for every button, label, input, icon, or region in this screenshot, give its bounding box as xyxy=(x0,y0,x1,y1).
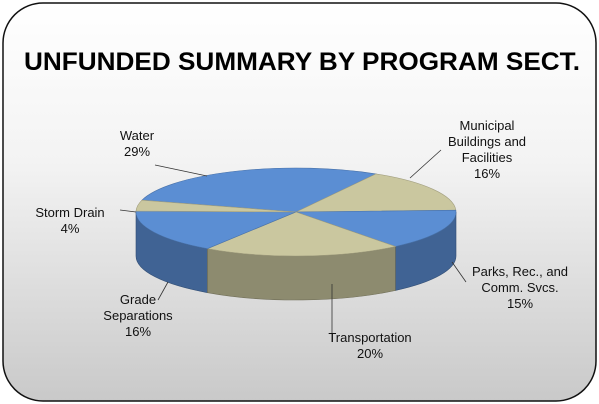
category-label: Water xyxy=(119,128,155,143)
slice xyxy=(295,173,457,213)
chart-title: UNFUNDED SUMMARY BY PROGRAM SECT. xyxy=(24,48,580,76)
percent-label: 16% xyxy=(473,166,501,181)
data-label: Parks, Rec., and Comm. Svcs. 15% xyxy=(465,264,575,312)
category-label: Storm Drain xyxy=(35,205,105,220)
data-label: Water 29% xyxy=(92,128,182,160)
data-label: Grade Separations 16% xyxy=(93,292,183,340)
slice xyxy=(206,211,397,257)
category-label: Municipal Buildings and Facilities xyxy=(447,118,527,165)
slice xyxy=(295,209,457,247)
category-label: Grade Separations xyxy=(103,292,173,323)
percent-label: 29% xyxy=(123,144,151,159)
category-label: Parks, Rec., and Comm. Svcs. xyxy=(471,264,569,295)
category-label: Transportation xyxy=(328,330,412,345)
percent-label: 20% xyxy=(356,346,384,361)
leaders xyxy=(119,149,467,342)
pie xyxy=(135,167,457,301)
percent-label: 4% xyxy=(60,221,80,236)
data-label: Municipal Buildings and Facilities 16% xyxy=(440,118,535,182)
percent-label: 15% xyxy=(506,296,534,311)
slice xyxy=(135,210,297,249)
slice xyxy=(135,199,297,213)
data-label: Transportation 20% xyxy=(315,330,425,362)
percent-label: 16% xyxy=(124,324,152,339)
data-label: Storm Drain 4% xyxy=(20,205,120,237)
slice xyxy=(141,167,378,213)
